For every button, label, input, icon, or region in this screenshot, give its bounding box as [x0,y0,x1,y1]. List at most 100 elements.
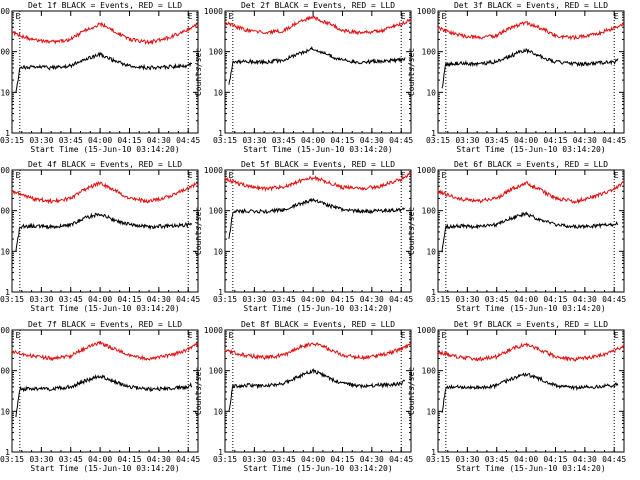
plot-frame [224,329,412,453]
y-tick-label: 1000 [204,326,223,335]
y-axis-label: Counts/sec [194,367,203,415]
x-tick-label: 04:15 [330,455,354,464]
x-tick-label: 03:30 [455,136,479,145]
x-tick-label: 03:30 [29,136,53,145]
event-marker: E [228,331,233,340]
y-tick-label: 100 [0,207,10,216]
detector-panel: Det 8f BLACK = Events, RED = LLD 1 10 100 10… [194,320,413,473]
x-tick-label: 03:30 [455,295,479,304]
y-tick-label: 10 [0,407,10,416]
x-tick-label: 04:15 [330,295,354,304]
panel-title: Det 7f BLACK = Events, RED = LLD [28,320,182,329]
x-tick-label: 03:15 [0,295,24,304]
lld-rate-line [11,180,199,205]
x-tick-label: 03:15 [0,455,24,464]
y-tick-label: 1000 [204,166,223,175]
y-tick-label: 1 [218,129,223,138]
events-rate-line [228,45,406,85]
y-tick-label: 10 [0,88,10,97]
panel-title: Det 2f BLACK = Events, RED = LLD [241,1,395,10]
y-tick-label: 100 [0,48,10,57]
x-tick-label: 04:30 [147,455,171,464]
lld-rate-line [224,342,412,361]
x-tick-label: 03:30 [242,136,266,145]
y-tick-label: 1000 [204,7,223,16]
panel-title: Det 8f BLACK = Events, RED = LLD [241,320,395,329]
x-tick-label: 04:00 [88,295,112,304]
x-tick-label: 04:00 [88,136,112,145]
x-tick-label: 04:00 [514,295,538,304]
panel-title: Det 6f BLACK = Events, RED = LLD [454,160,608,169]
detector-panel: Det 7f BLACK = Events, RED = LLD 1 10 100 10… [0,320,200,473]
x-tick-label: 04:30 [573,455,597,464]
y-tick-label: 100 [422,207,437,216]
x-tick-label: 03:45 [59,295,83,304]
plot-frame [437,169,625,293]
y-tick-label: 100 [422,367,437,376]
x-tick-label: 03:45 [272,455,296,464]
x-tick-label: 03:30 [29,295,53,304]
events-rate-line [441,48,619,89]
lld-rate-line [224,172,412,193]
x-axis-label: Start Time (15-Jun-10 03:14:20) [30,145,179,154]
plot-frame [11,169,199,293]
y-tick-label: 1 [218,288,223,297]
event-marker: E [401,331,406,340]
x-tick-label: 04:15 [330,136,354,145]
detector-panel: Det 2f BLACK = Events, RED = LLD 1 10 100 10… [194,1,413,154]
y-axis-label: Counts/sec [407,48,416,96]
y-tick-label: 10 [213,88,223,97]
x-tick-label: 04:45 [602,136,626,145]
x-axis-label: Start Time (15-Jun-10 03:14:20) [243,304,392,313]
panel-title: Det 9f BLACK = Events, RED = LLD [454,320,608,329]
event-marker: E [15,331,20,340]
x-tick-label: 03:45 [59,136,83,145]
x-tick-label: 03:45 [485,295,509,304]
plot-frame [437,10,625,134]
events-rate-line [15,374,193,417]
x-tick-label: 04:45 [389,455,413,464]
x-tick-label: 04:30 [147,295,171,304]
panel-title: Det 3f BLACK = Events, RED = LLD [454,1,608,10]
event-marker: E [188,171,193,180]
events-rate-line [441,211,619,253]
y-tick-label: 100 [209,367,224,376]
x-tick-label: 04:45 [176,455,200,464]
plot-frame [224,169,412,293]
y-tick-label: 1 [431,129,436,138]
event-marker: E [614,331,619,340]
x-tick-label: 04:30 [573,295,597,304]
x-axis-label: Start Time (15-Jun-10 03:14:20) [456,304,605,313]
y-tick-label: 1 [431,448,436,457]
x-tick-label: 03:15 [0,136,24,145]
x-tick-label: 04:00 [88,455,112,464]
x-tick-label: 03:45 [59,455,83,464]
plot-frame [437,329,625,453]
y-tick-label: 1000 [0,326,10,335]
x-tick-label: 04:15 [117,455,141,464]
event-marker: E [614,12,619,21]
x-tick-label: 04:00 [301,455,325,464]
y-tick-label: 10 [213,247,223,256]
x-tick-label: 03:45 [485,136,509,145]
detector-panel: Det 4f BLACK = Events, RED = LLD 1 10 100 10… [0,160,200,313]
x-axis-label: Start Time (15-Jun-10 03:14:20) [456,464,605,473]
plot-frame [224,10,412,134]
event-marker: E [441,12,446,21]
lld-rate-line [225,14,412,36]
events-rate-line [15,51,192,93]
y-tick-label: 1000 [0,166,10,175]
y-tick-label: 10 [213,407,223,416]
x-tick-label: 04:45 [389,136,413,145]
x-tick-label: 03:15 [213,455,237,464]
y-tick-label: 10 [426,247,436,256]
y-tick-label: 1 [5,448,10,457]
detector-panel: Det 9f BLACK = Events, RED = LLD 1 10 100 10… [407,320,626,473]
panel-title: Det 4f BLACK = Events, RED = LLD [28,160,182,169]
x-tick-label: 04:45 [602,295,626,304]
event-marker: E [15,12,20,21]
events-rate-line [15,212,193,252]
y-tick-label: 100 [209,48,224,57]
x-axis-label: Start Time (15-Jun-10 03:14:20) [30,464,179,473]
